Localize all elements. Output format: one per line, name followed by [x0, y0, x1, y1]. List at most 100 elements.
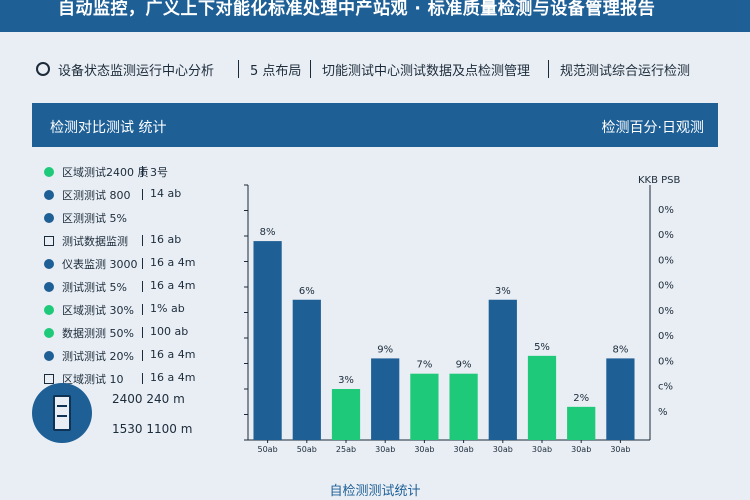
legend-item[interactable]: 仪表监测 3000 16 a 4m — [40, 254, 220, 277]
panel-header: 检测对比测试 统计 检测百分·日观测 — [32, 103, 718, 147]
legend-label: 区域测试 30% — [62, 304, 134, 317]
bar — [488, 299, 517, 440]
square-marker-icon — [44, 236, 54, 246]
title-bar: 自动监控，广义上下对能化标准处理中产站观 · 标准质量检测与设备管理报告 — [0, 0, 750, 32]
legend-item[interactable]: 区测测试 800 14 ab — [40, 185, 220, 208]
bar — [449, 373, 478, 440]
legend-label: 仪表监测 3000 — [62, 258, 138, 271]
bar-value-label: 9% — [377, 344, 393, 355]
panel-subtitle: 检测百分·日观测 — [601, 120, 704, 136]
legend-item[interactable]: 测试数据监测 16 ab — [40, 231, 220, 254]
x-tick-label: 30ab — [493, 445, 513, 454]
toolbar-divider — [548, 60, 549, 78]
bar — [410, 373, 439, 440]
x-tick-label: 30ab — [532, 445, 552, 454]
right-tick-label: 0% — [658, 281, 674, 292]
dot-marker-icon — [44, 167, 54, 177]
toolbar-divider — [238, 60, 239, 78]
legend-label: 测试数据监测 — [62, 235, 128, 248]
bar-value-label: 6% — [299, 286, 315, 297]
bar-value-label: 8% — [260, 227, 276, 238]
bar-value-label: 2% — [573, 393, 589, 404]
bar-chart: 0% 0% 0% 0% 0% 0% 0% c%% KKB PSB 8% 50ab 6% 50ab 3% 25… — [220, 160, 700, 470]
chart-svg: 0% 0% 0% 0% 0% 0% 0% c%% KKB PSB 8% 50ab 6% 50ab 3% 25… — [244, 175, 681, 454]
target-icon — [36, 62, 50, 76]
dot-marker-icon — [44, 282, 54, 292]
right-tick-label: 0% — [658, 255, 674, 266]
device-screen — [53, 395, 71, 431]
legend-value: 16 ab — [141, 233, 182, 246]
toolbar-divider — [310, 60, 311, 78]
toolbar-item-spec[interactable]: 规范测试综合运行检测 — [560, 64, 691, 79]
x-tick-label: 50ab — [258, 445, 278, 454]
legend-label: 测试测试 5% — [62, 281, 127, 294]
device-info-line-2: 1530 1100 m — [112, 422, 193, 436]
square-marker-icon — [44, 374, 54, 384]
legend-label: 区测测试 5% — [62, 212, 127, 225]
legend-item[interactable]: 区域测试 10 16 a 4m — [40, 369, 220, 392]
x-tick-label: 25ab — [336, 445, 356, 454]
bar — [567, 406, 596, 440]
right-tick-label: 0% — [658, 230, 674, 241]
dot-marker-icon — [44, 351, 54, 361]
x-tick-label: 30ab — [375, 445, 395, 454]
legend-value: 16 a 4m — [141, 371, 196, 384]
legend-item[interactable]: 测试测试 20% 16 a 4m — [40, 346, 220, 369]
legend-value: 1% ab — [142, 302, 185, 315]
legend-item[interactable]: 区域测试2400 质 3号 — [40, 162, 220, 185]
x-tick-label: 50ab — [297, 445, 317, 454]
sub-toolbar: 设备状态监测运行中心分析 5 点布局 切能测试中心测试数据及点检测管理 规范测试… — [0, 52, 750, 86]
chart-caption: 自检测测试统计 — [329, 484, 421, 499]
dot-marker-icon — [44, 190, 54, 200]
bar-value-label: 5% — [534, 342, 550, 353]
bar-value-label: 8% — [612, 344, 628, 355]
right-tick-label: c% — [658, 382, 673, 393]
legend-value: 16 a 4m — [141, 279, 196, 292]
right-tick-label: 0% — [658, 356, 674, 367]
legend-label: 测试测试 20% — [62, 350, 134, 363]
legend-value: 16 a 4m — [141, 348, 196, 361]
dot-marker-icon — [44, 328, 54, 338]
x-tick-label: 30ab — [571, 445, 591, 454]
legend-item[interactable]: 数据测测 50% 100 ab — [40, 323, 220, 346]
legend-label: 区域测试2400 质 — [62, 166, 149, 179]
page-title: 自动监控，广义上下对能化标准处理中产站观 · 标准质量检测与设备管理报告 — [58, 0, 656, 19]
x-tick-label: 30ab — [454, 445, 474, 454]
legend-label: 区域测试 10 — [62, 373, 124, 386]
bar — [371, 358, 400, 440]
bar-value-label: 3% — [338, 375, 354, 386]
x-tick-label: 30ab — [414, 445, 434, 454]
right-tick-label: 0% — [658, 306, 674, 317]
dot-marker-icon — [44, 259, 54, 269]
toolbar-item-test[interactable]: 切能测试中心测试数据及点检测管理 — [322, 64, 531, 79]
toolbar-item-monitor[interactable]: 设备状态监测运行中心分析 — [58, 64, 215, 79]
legend-value: 14 ab — [141, 187, 182, 200]
legend: 区域测试2400 质 3号 区测测试 800 14 ab 区测测试 5% 测试数据监测 16… — [40, 162, 220, 392]
bar — [331, 389, 361, 440]
right-axis-header: KKB PSB — [638, 175, 681, 186]
dot-marker-icon — [44, 213, 54, 223]
bar-value-label: 7% — [416, 360, 432, 371]
legend-value: 16 a 4m — [141, 256, 196, 269]
panel-title: 检测对比测试 统计 — [50, 120, 167, 136]
bar — [606, 358, 635, 440]
dot-marker-icon — [44, 305, 54, 315]
bar — [292, 299, 321, 440]
legend-value: 3号 — [142, 166, 168, 179]
legend-label: 区测测试 800 — [62, 189, 131, 202]
legend-item[interactable]: 测试测试 5% 16 a 4m — [40, 277, 220, 300]
device-info-line-1: 2400 240 m — [112, 392, 185, 406]
device-icon — [32, 383, 92, 443]
bar-value-label: 3% — [495, 286, 511, 297]
legend-label: 数据测测 50% — [62, 327, 134, 340]
right-tick-label: 0% — [658, 205, 674, 216]
toolbar-item-layout[interactable]: 5 点布局 — [250, 64, 302, 79]
bar — [253, 241, 282, 440]
bar — [527, 355, 557, 440]
right-tick-label: % — [658, 407, 668, 418]
legend-item[interactable]: 区测测试 5% — [40, 208, 220, 231]
legend-item[interactable]: 区域测试 30% 1% ab — [40, 300, 220, 323]
bar-value-label: 9% — [456, 360, 472, 371]
right-tick-label: 0% — [658, 331, 674, 342]
x-tick-label: 30ab — [610, 445, 630, 454]
